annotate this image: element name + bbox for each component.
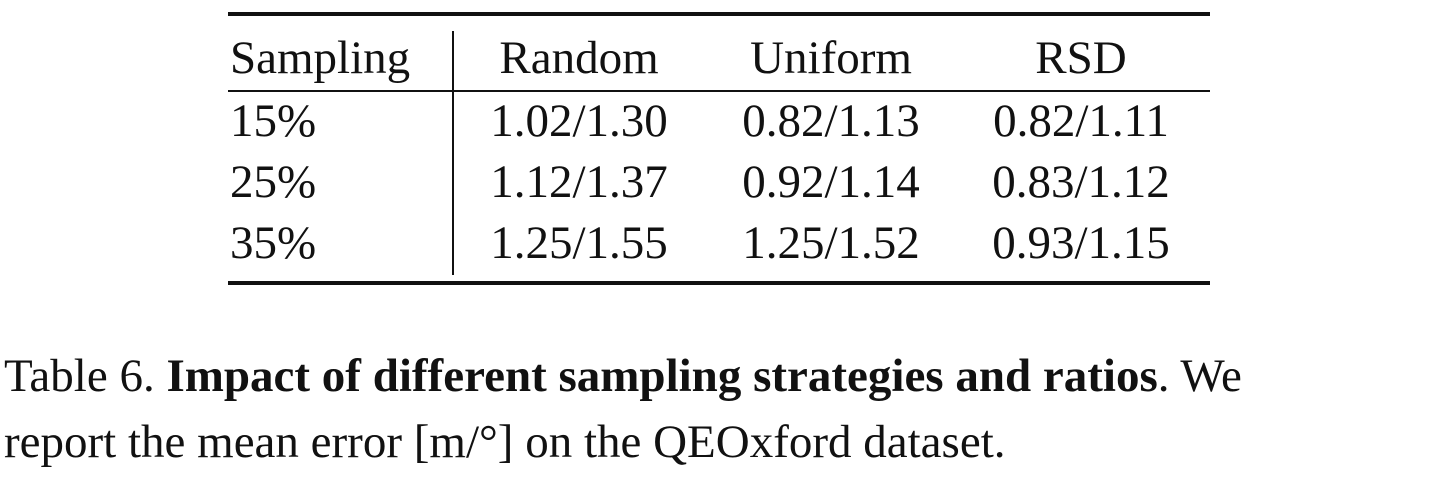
table-column-separator bbox=[452, 31, 454, 275]
row-label-cell: 15% bbox=[230, 95, 317, 147]
table-caption: Table 6. Impact of different sampling st… bbox=[4, 348, 1440, 404]
table-cell: 0.93/1.15 bbox=[992, 217, 1170, 269]
row-label-cell: 25% bbox=[230, 156, 317, 208]
table-cell: 0.83/1.12 bbox=[992, 156, 1170, 208]
caption-line2: report the mean error [m/°] on the QEOxf… bbox=[4, 416, 1006, 468]
row-label-cell: 35% bbox=[230, 217, 317, 269]
caption-line1-rest: . We bbox=[1157, 350, 1242, 402]
table-top-rule bbox=[228, 12, 1210, 16]
table-cell: 1.25/1.52 bbox=[742, 217, 920, 269]
table-cell: 0.92/1.14 bbox=[742, 156, 920, 208]
table-header-rule bbox=[228, 90, 1210, 92]
table-cell: 0.82/1.13 bbox=[742, 95, 920, 147]
column-header-sampling: Sampling bbox=[230, 32, 411, 84]
column-header-rsd: RSD bbox=[1035, 32, 1127, 84]
column-header-random: Random bbox=[499, 32, 659, 84]
table-bottom-rule bbox=[228, 281, 1210, 285]
table-cell: 1.02/1.30 bbox=[490, 95, 668, 147]
table-cell: 1.25/1.55 bbox=[490, 217, 668, 269]
table-cell: 1.12/1.37 bbox=[490, 156, 668, 208]
table-cell: 0.82/1.11 bbox=[993, 95, 1169, 147]
column-header-uniform: Uniform bbox=[750, 32, 912, 84]
caption-label: Table 6. bbox=[4, 350, 167, 402]
caption-title: Impact of different sampling strategies … bbox=[166, 350, 1158, 402]
